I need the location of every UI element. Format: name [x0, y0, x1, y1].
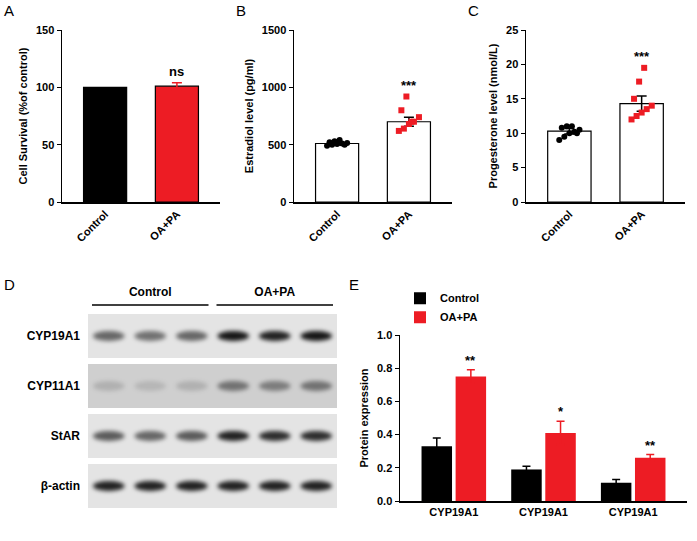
svg-text:0.6: 0.6	[377, 395, 392, 407]
svg-text:StAR: StAR	[51, 429, 81, 443]
svg-text:OA+PA: OA+PA	[254, 285, 295, 299]
svg-text:10: 10	[506, 127, 518, 139]
svg-text:Progesterone level (nmol/L): Progesterone level (nmol/L)	[487, 43, 499, 188]
svg-text:**: **	[465, 353, 476, 368]
svg-text:CYP19A1: CYP19A1	[27, 329, 81, 343]
svg-text:Control: Control	[306, 208, 342, 244]
svg-text:Cell Survival (%of control): Cell Survival (%of control)	[17, 47, 29, 184]
svg-text:**: **	[645, 438, 656, 453]
svg-text:Protein expression: Protein expression	[358, 368, 370, 467]
svg-text:0.0: 0.0	[377, 495, 392, 507]
svg-text:0.8: 0.8	[377, 362, 392, 374]
svg-text:β-actin: β-actin	[41, 479, 80, 493]
svg-text:OA+PA: OA+PA	[379, 208, 414, 243]
svg-text:Control: Control	[440, 292, 479, 304]
svg-text:***: ***	[401, 78, 417, 93]
svg-text:500: 500	[268, 139, 286, 151]
svg-text:50: 50	[42, 139, 54, 151]
svg-text:15: 15	[506, 93, 518, 105]
svg-text:*: *	[558, 404, 564, 419]
svg-text:CYP19A1: CYP19A1	[519, 506, 568, 518]
svg-text:100: 100	[36, 81, 54, 93]
svg-text:CYP11A1: CYP11A1	[27, 379, 80, 393]
svg-text:Control: Control	[539, 208, 575, 244]
svg-text:OA+PA: OA+PA	[612, 208, 647, 243]
svg-text:1.0: 1.0	[377, 329, 392, 341]
svg-text:0: 0	[48, 196, 54, 208]
svg-text:0.4: 0.4	[377, 428, 393, 440]
svg-text:20: 20	[506, 58, 518, 70]
svg-text:5: 5	[512, 161, 518, 173]
html-text:B: B	[236, 2, 246, 19]
svg-text:0: 0	[280, 196, 286, 208]
svg-text:ns: ns	[169, 64, 184, 79]
svg-text:1000: 1000	[262, 81, 286, 93]
svg-text:1500: 1500	[262, 24, 286, 36]
html-text:E: E	[349, 276, 359, 293]
svg-text:0: 0	[512, 196, 518, 208]
svg-text:CYP19A1: CYP19A1	[429, 506, 478, 518]
html-text:A: A	[4, 2, 14, 19]
svg-text:0.2: 0.2	[377, 462, 392, 474]
svg-text:150: 150	[36, 24, 54, 36]
svg-text:Control: Control	[74, 208, 110, 244]
svg-text:Estradiol level (pg/ml): Estradiol level (pg/ml)	[243, 59, 255, 174]
svg-text:OA+PA: OA+PA	[440, 311, 477, 323]
svg-text:OA+PA: OA+PA	[147, 208, 182, 243]
svg-text:Control: Control	[129, 285, 172, 299]
svg-text:25: 25	[506, 24, 518, 36]
svg-text:CYP19A1: CYP19A1	[609, 506, 658, 518]
html-text:D: D	[4, 276, 15, 293]
html-text:C: C	[468, 2, 479, 19]
svg-text:***: ***	[634, 49, 650, 64]
